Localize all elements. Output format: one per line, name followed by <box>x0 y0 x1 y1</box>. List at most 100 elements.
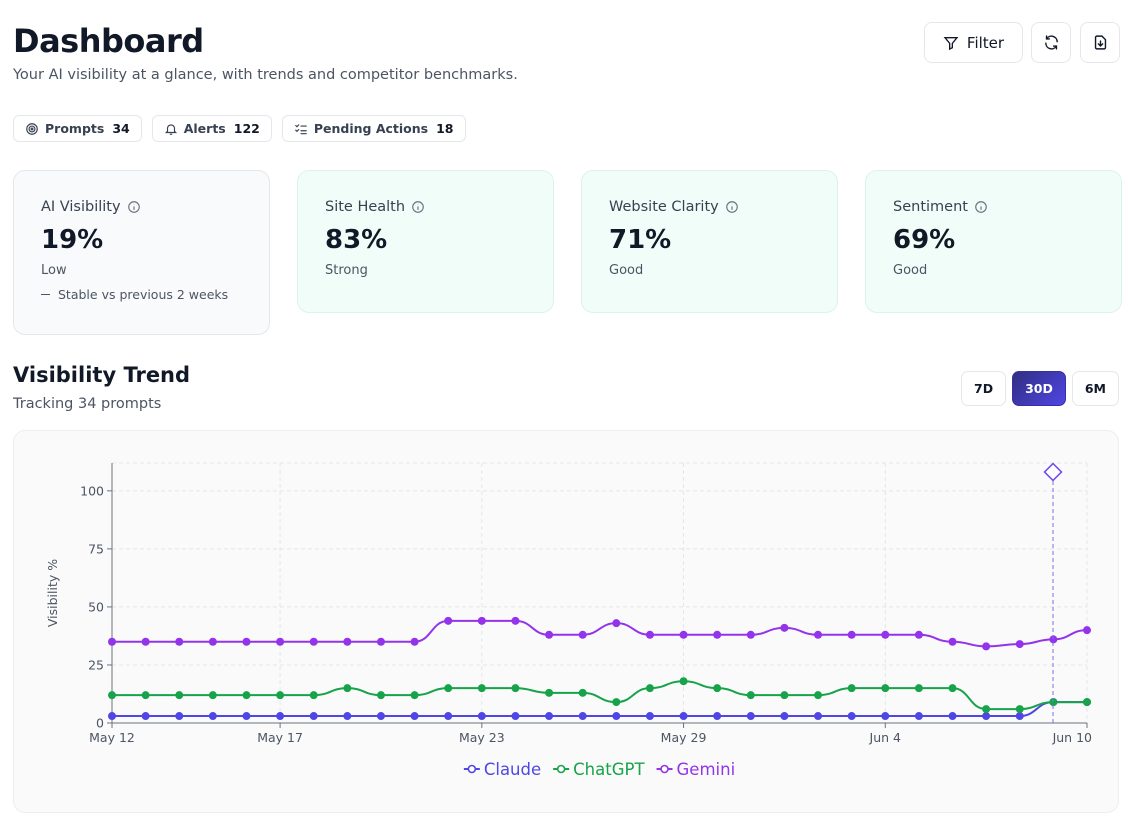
metric-cards: AI Visibility 19% Low Stable vs previous… <box>13 170 1122 335</box>
data-point <box>814 630 823 639</box>
data-point <box>242 691 251 700</box>
x-tick-label: Jun 4 <box>869 730 902 745</box>
data-point <box>914 684 923 693</box>
data-point <box>108 637 116 646</box>
hover-marker[interactable] <box>1043 462 1063 482</box>
data-point <box>713 684 722 693</box>
data-point <box>914 630 923 639</box>
data-point <box>948 684 957 693</box>
badge-row: Prompts 34 Alerts 122 Pending Actions 18 <box>13 115 466 142</box>
data-point <box>1015 640 1024 649</box>
data-point <box>175 637 184 646</box>
metric-status: Low <box>41 263 67 278</box>
badge[interactable]: Pending Actions 18 <box>281 115 466 142</box>
badge[interactable]: Prompts 34 <box>13 115 142 142</box>
data-point <box>679 677 688 686</box>
data-point <box>511 712 520 721</box>
data-point <box>208 712 217 721</box>
x-tick-label: May 29 <box>661 730 707 745</box>
range-button[interactable]: 30D <box>1012 371 1066 406</box>
export-button[interactable] <box>1080 22 1120 63</box>
data-point <box>108 712 116 721</box>
data-point <box>276 691 285 700</box>
page-subtitle: Your AI visibility at a glance, with tre… <box>13 67 518 83</box>
legend-marker <box>467 764 477 774</box>
metric-value: 83% <box>325 225 388 255</box>
data-point <box>746 691 755 700</box>
data-point <box>242 637 251 646</box>
data-point <box>982 712 991 721</box>
x-tick-label: Jun 10 <box>1052 730 1092 745</box>
data-point <box>545 630 554 639</box>
data-point <box>780 691 789 700</box>
metric-title: AI Visibility <box>41 199 121 215</box>
data-point <box>511 616 520 625</box>
x-tick-label: May 12 <box>89 730 135 745</box>
data-point <box>645 712 654 721</box>
data-point <box>948 637 957 646</box>
metric-status: Good <box>609 263 644 278</box>
metric-title: Website Clarity <box>609 199 719 215</box>
data-point <box>545 688 554 697</box>
page-title: Dashboard <box>13 22 204 60</box>
data-point <box>914 712 923 721</box>
data-point <box>713 712 722 721</box>
data-point <box>208 691 217 700</box>
chart-panel: 0 25 50 75 100 May 12 May 17 May 23 May 29 Jun 4 J… <box>13 430 1119 813</box>
legend-label: Gemini <box>677 760 736 779</box>
metric-value: 71% <box>609 225 672 255</box>
badge[interactable]: Alerts 122 <box>151 115 272 142</box>
data-point <box>578 712 587 721</box>
badge-count: 122 <box>233 121 260 136</box>
data-point <box>612 619 621 628</box>
info-icon[interactable] <box>411 200 425 214</box>
data-point <box>578 630 587 639</box>
info-icon[interactable] <box>127 200 141 214</box>
target-icon <box>26 122 38 135</box>
legend-marker <box>660 764 669 774</box>
data-point <box>410 691 419 700</box>
data-point <box>1083 626 1091 635</box>
data-point <box>141 637 150 646</box>
badge-label: Prompts <box>45 121 105 136</box>
info-icon[interactable] <box>725 200 739 214</box>
y-tick-label: 100 <box>80 483 104 498</box>
data-point <box>444 616 453 625</box>
data-point <box>309 637 318 646</box>
data-point <box>679 630 688 639</box>
range-button[interactable]: 6M <box>1071 371 1119 406</box>
chart: 0 25 50 75 100 May 12 May 17 May 23 May 29 Jun 4 J… <box>45 462 1092 779</box>
data-point <box>746 630 755 639</box>
series-line <box>111 680 1087 711</box>
range-button[interactable]: 7D <box>961 371 1007 406</box>
badge-label: Pending Actions <box>313 121 429 136</box>
data-point <box>108 691 116 700</box>
data-point <box>477 712 486 721</box>
legend-label: Claude <box>484 760 541 779</box>
data-point <box>444 712 453 721</box>
data-point <box>343 712 352 721</box>
data-point <box>982 642 991 651</box>
metric-card: Website Clarity 71% Good <box>581 170 838 313</box>
metric-card: AI Visibility 19% Low Stable vs previous… <box>13 170 270 335</box>
info-icon[interactable] <box>974 200 988 214</box>
badge-count: 34 <box>112 121 130 136</box>
data-point <box>847 712 856 721</box>
data-point <box>847 684 856 693</box>
data-point <box>780 623 789 632</box>
data-point <box>545 712 554 721</box>
y-tick-label: 50 <box>88 599 104 614</box>
range-selector: 7D 30D 6M <box>961 371 1119 406</box>
data-point <box>141 712 150 721</box>
refresh-icon <box>1044 35 1058 50</box>
metric-value: 19% <box>41 225 104 255</box>
data-point <box>309 691 318 700</box>
legend[interactable]: Claude ChatGPT Gemini <box>463 760 736 779</box>
metric-note-text: Stable vs previous 2 weeks <box>58 287 229 302</box>
data-point <box>645 630 654 639</box>
refresh-button[interactable] <box>1031 22 1071 63</box>
filter-button[interactable]: Filter <box>924 22 1023 63</box>
data-point <box>1015 712 1024 721</box>
data-point <box>141 691 150 700</box>
